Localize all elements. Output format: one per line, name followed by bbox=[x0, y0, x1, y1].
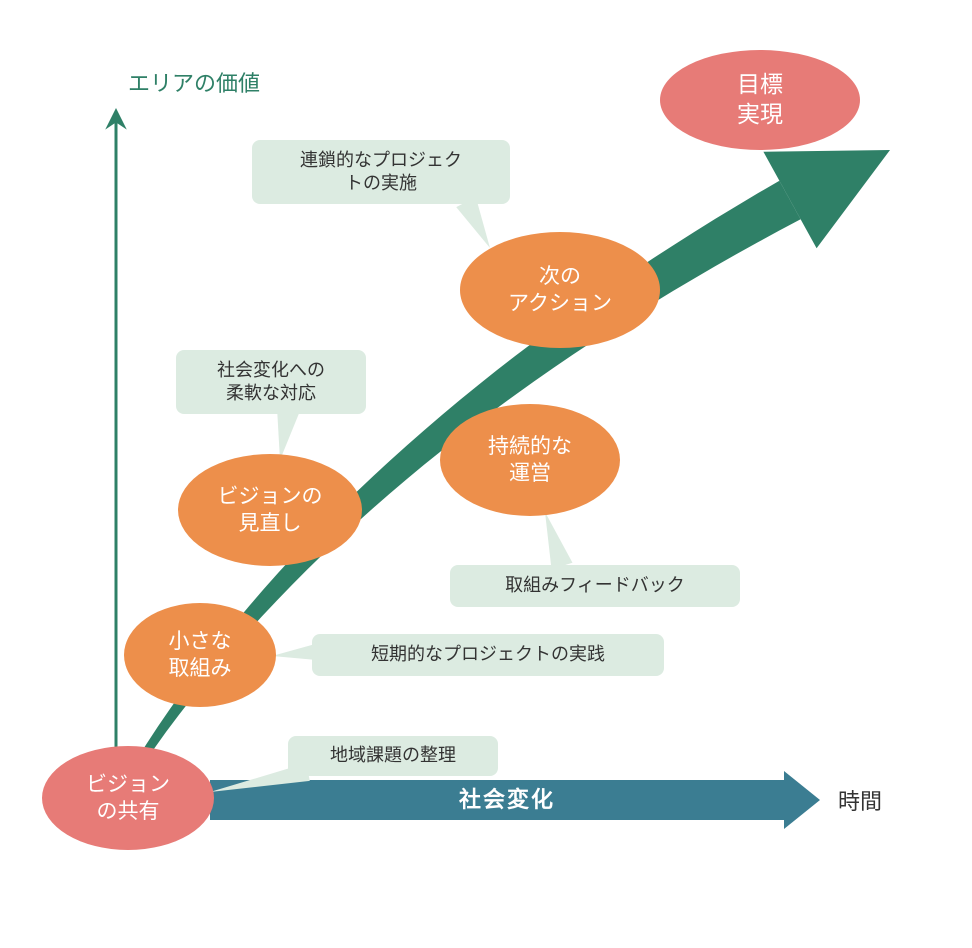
node-label-goal-realize: 目標 実現 bbox=[737, 70, 783, 130]
node-vision-review: ビジョンの 見直し bbox=[178, 454, 362, 566]
diagram-html-layer: エリアの価値社会変化 時間 地域課題の整理 短期的なプロジェクトの実践 社会変化への 柔… bbox=[0, 0, 972, 948]
callout-short-term-practice: 短期的なプロジェクトの実践 bbox=[312, 634, 664, 676]
callout-chained-projects: 連鎖的なプロジェク トの実施 bbox=[252, 140, 510, 204]
node-label-vision-share: ビジョン の共有 bbox=[86, 771, 170, 826]
node-label-next-action: 次の アクション bbox=[508, 263, 612, 318]
callout-social-change-response: 社会変化への 柔軟な対応 bbox=[176, 350, 366, 414]
node-label-vision-review: ビジョンの 見直し bbox=[218, 483, 323, 538]
y-axis-label: エリアの価値 bbox=[128, 70, 260, 99]
node-small-initiative: 小さな 取組み bbox=[124, 603, 276, 707]
callout-label-social-change-response: 社会変化への 柔軟な対応 bbox=[217, 359, 325, 406]
callout-feedback: 取組みフィードバック bbox=[450, 565, 740, 607]
callout-regional-issues: 地域課題の整理 bbox=[288, 736, 498, 776]
callout-label-short-term-practice: 短期的なプロジェクトの実践 bbox=[371, 643, 605, 666]
callout-label-feedback: 取組みフィードバック bbox=[505, 574, 685, 597]
node-sustainable-ops: 持続的な 運営 bbox=[440, 404, 620, 516]
callout-label-regional-issues: 地域課題の整理 bbox=[330, 744, 456, 767]
node-next-action: 次の アクション bbox=[460, 232, 660, 348]
node-label-sustainable-ops: 持続的な 運営 bbox=[488, 433, 572, 488]
x-axis-arrow-label: 社会変化 bbox=[447, 786, 567, 815]
node-label-small-initiative: 小さな 取組み bbox=[169, 628, 232, 683]
node-goal-realize: 目標 実現 bbox=[660, 50, 860, 150]
x-axis-end-label: 時間 bbox=[838, 788, 882, 817]
node-vision-share: ビジョン の共有 bbox=[42, 746, 214, 850]
diagram-canvas: エリアの価値社会変化 時間 地域課題の整理 短期的なプロジェクトの実践 社会変化への 柔… bbox=[0, 0, 972, 948]
callout-label-chained-projects: 連鎖的なプロジェク トの実施 bbox=[300, 149, 462, 196]
